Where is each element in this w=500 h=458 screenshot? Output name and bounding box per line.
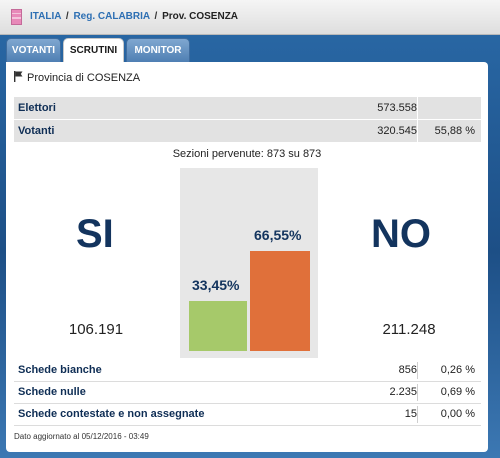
result-bar-chart: 33,45% 66,55% [180,168,318,358]
tab-votanti[interactable]: VOTANTI [6,38,61,63]
table-row: Schede contestate e non assegnate 15 0,0… [14,404,481,426]
schede-bianche-value: 856 [398,364,417,376]
italy-flag-icon [11,9,22,25]
schede-bianche-label: Schede bianche [18,364,102,376]
schede-contestate-value: 15 [404,408,417,420]
results-panel: Provincia di COSENZA Elettori 573.558 Vo… [6,62,488,452]
flag-icon [14,71,23,82]
breadcrumb-region-link[interactable]: Reg. CALABRIA [73,11,150,22]
si-label: SI [76,212,114,256]
schede-bianche-pct: 0,26 % [440,364,475,376]
schede-contestate-label: Schede contestate e non assegnate [18,408,205,420]
tab-monitor[interactable]: MONITOR [126,38,190,63]
breadcrumb-separator: / [65,11,69,22]
column-divider [417,120,418,142]
votanti-value: 320.545 [377,125,417,137]
sezioni-status: Sezioni pervenute: 873 su 873 [172,148,322,160]
bar-si [189,301,247,351]
column-divider [417,97,418,119]
schede-nulle-value: 2.235 [389,386,417,398]
elettori-value: 573.558 [377,102,417,114]
votanti-percentage: 55,88 % [434,125,475,137]
si-votes: 106.191 [68,321,124,338]
votanti-label: Votanti [18,125,55,137]
breadcrumb-bar: ITALIA / Reg. CALABRIA / Prov. COSENZA [0,0,500,35]
schede-table: Schede bianche 856 0,26 % Schede nulle 2… [14,360,481,426]
column-divider [417,384,418,401]
last-updated: Dato aggiornato al 05/12/2016 - 03:49 [14,432,149,441]
bar-no-label: 66,55% [254,227,302,243]
no-label: NO [371,212,431,256]
summary-table: Elettori 573.558 Votanti 320.545 55,88 % [14,97,481,142]
breadcrumb: ITALIA / Reg. CALABRIA / Prov. COSENZA [30,11,238,22]
bar-si-label: 33,45% [192,277,240,293]
no-votes: 211.248 [382,321,436,338]
breadcrumb-italia-link[interactable]: ITALIA [30,11,62,22]
column-divider [417,362,418,379]
row-elettori: Elettori 573.558 [14,97,481,119]
schede-contestate-pct: 0,00 % [440,408,475,420]
schede-nulle-pct: 0,69 % [440,386,475,398]
table-row: Schede nulle 2.235 0,69 % [14,382,481,404]
row-votanti: Votanti 320.545 55,88 % [14,120,481,142]
elettori-label: Elettori [18,102,56,114]
province-heading: Provincia di COSENZA [14,71,140,84]
tab-scrutini[interactable]: SCRUTINI [63,38,124,63]
breadcrumb-province: Prov. COSENZA [162,11,239,22]
bar-no [250,251,310,351]
table-row: Schede bianche 856 0,26 % [14,360,481,382]
column-divider [417,406,418,423]
schede-nulle-label: Schede nulle [18,386,86,398]
province-title: Provincia di COSENZA [27,72,141,84]
breadcrumb-separator: / [154,11,158,22]
